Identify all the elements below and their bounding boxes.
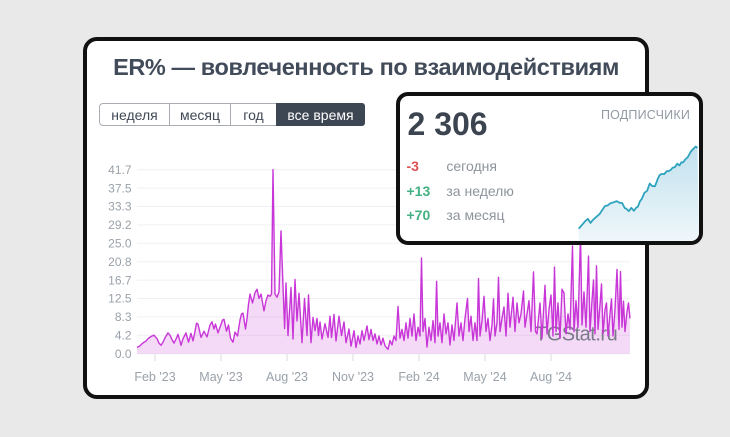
svg-text:12.5: 12.5 — [108, 292, 132, 306]
svg-text:33.3: 33.3 — [108, 200, 132, 214]
svg-text:37.5: 37.5 — [108, 181, 132, 195]
svg-text:20.8: 20.8 — [108, 255, 132, 269]
svg-text:0.0: 0.0 — [115, 347, 132, 361]
svg-text:41.7: 41.7 — [108, 163, 132, 177]
svg-text:Feb '23: Feb '23 — [134, 370, 175, 384]
svg-text:Nov '23: Nov '23 — [332, 370, 374, 384]
svg-text:Aug '23: Aug '23 — [266, 370, 308, 384]
svg-text:May '24: May '24 — [463, 370, 506, 384]
svg-text:8.3: 8.3 — [115, 310, 132, 324]
svg-text:16.7: 16.7 — [108, 273, 132, 287]
svg-text:Feb '24: Feb '24 — [398, 370, 439, 384]
svg-text:May '23: May '23 — [199, 370, 242, 384]
svg-text:4.2: 4.2 — [115, 329, 132, 343]
svg-text:29.2: 29.2 — [108, 218, 132, 232]
svg-text:Aug '24: Aug '24 — [530, 370, 572, 384]
svg-text:25.0: 25.0 — [108, 237, 132, 251]
